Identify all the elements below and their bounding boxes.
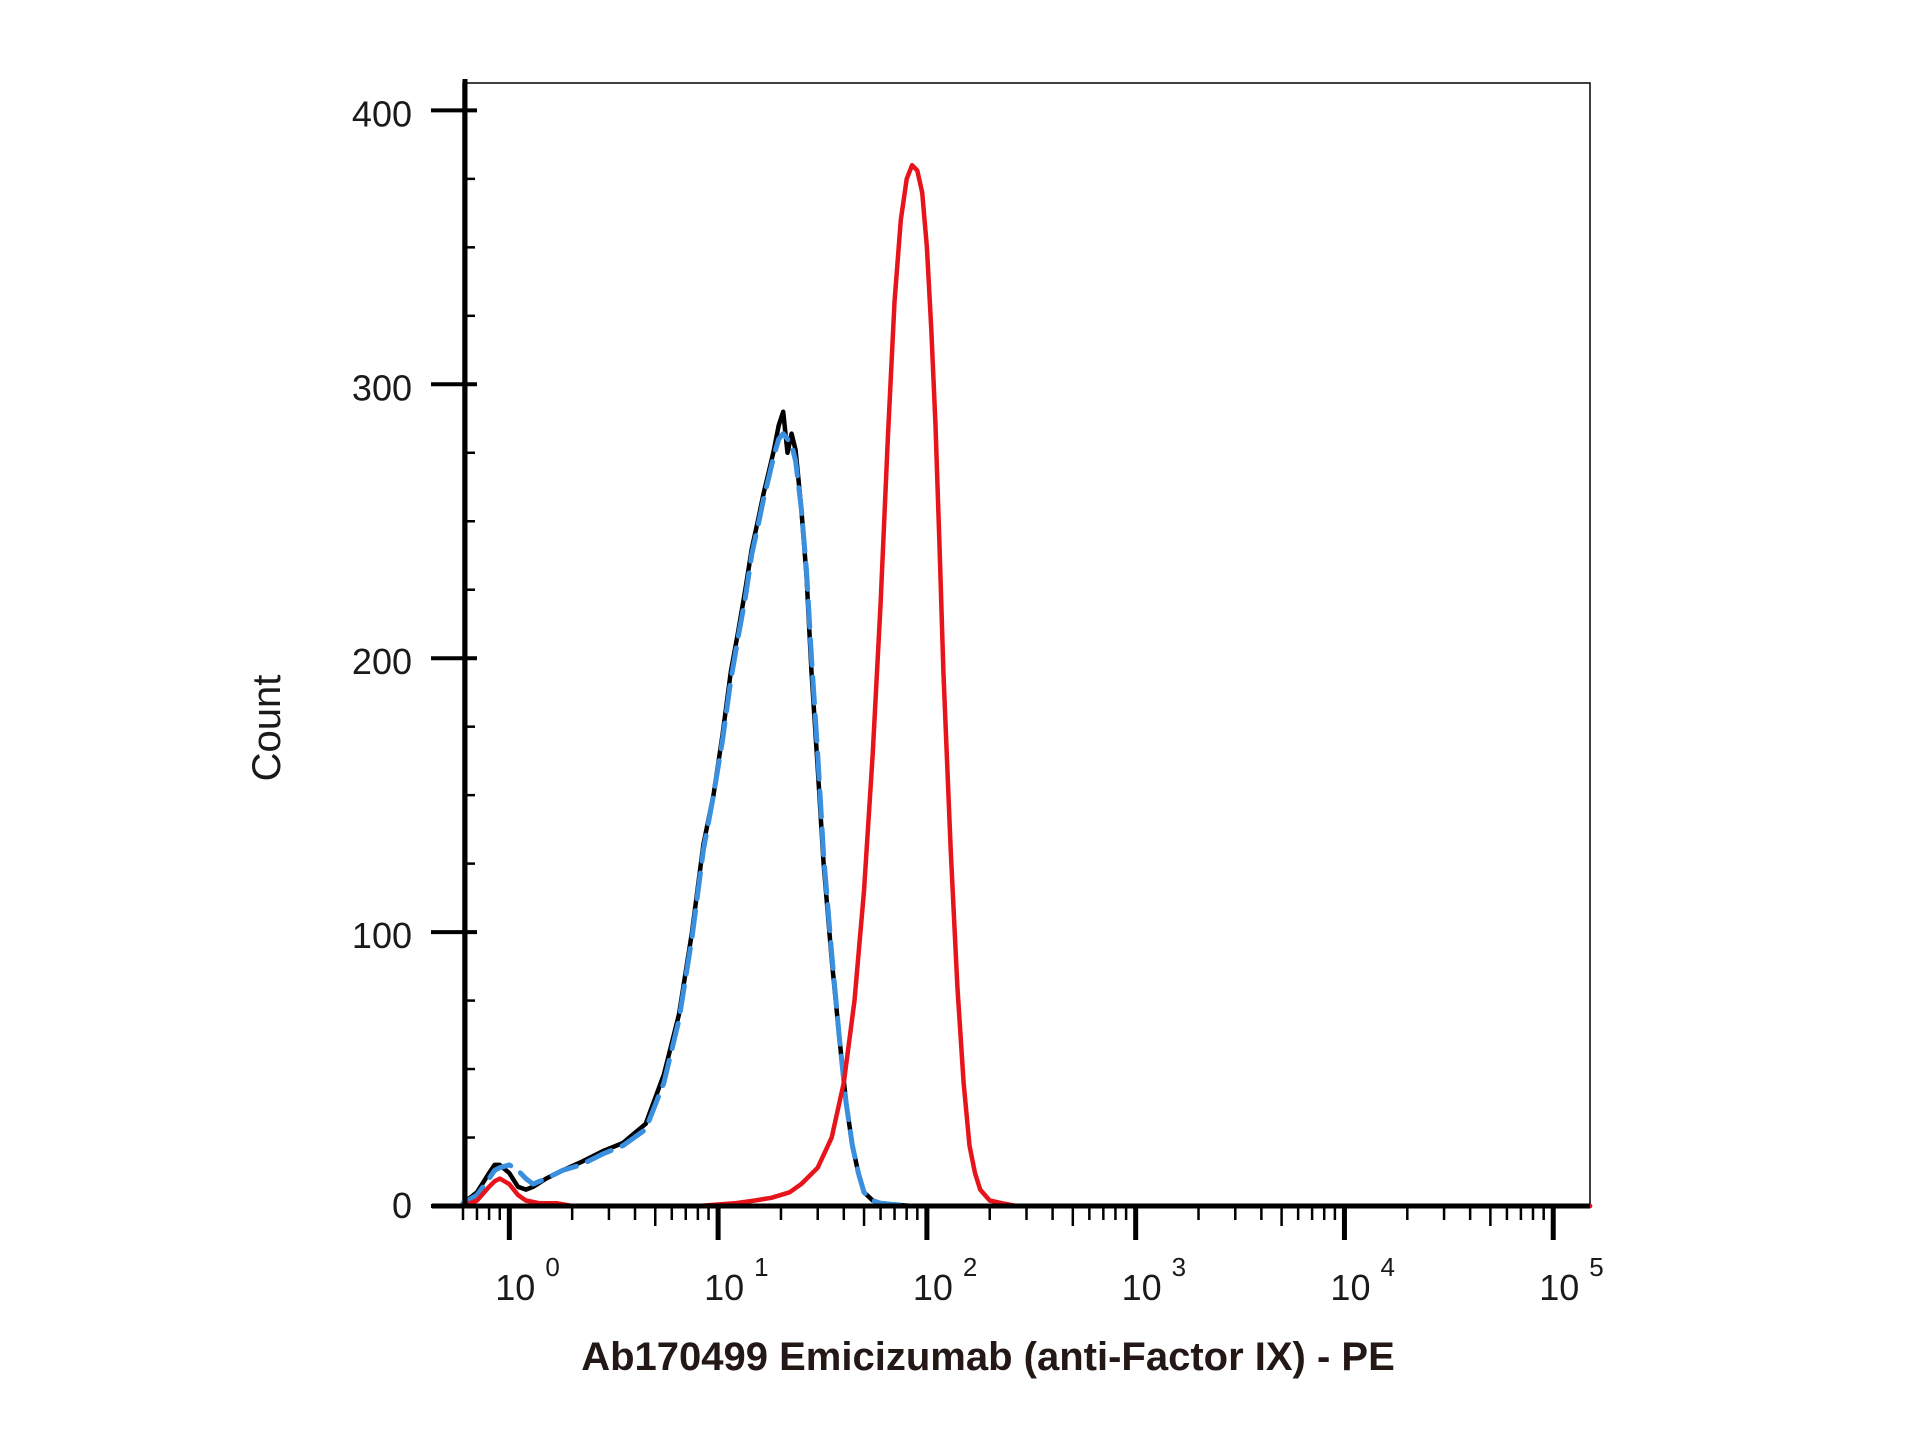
x-tick-base: 10 [913,1267,953,1308]
x-tick-base: 10 [704,1267,744,1308]
y-axis-label: Count [245,675,289,782]
y-ticks: 0 100 200 300 400 [352,93,477,1226]
x-tick-base: 10 [495,1267,535,1308]
x-tick-exponent: 3 [1172,1252,1186,1282]
x-tick-base: 10 [1539,1267,1579,1308]
x-tick-label: 10 4 [1330,1252,1394,1308]
series-line-2 [460,162,1593,1209]
y-tick-label: 300 [352,367,412,408]
x-axis-label: Ab170499 Emicizumab (anti-Factor IX) - P… [581,1335,1395,1379]
y-tick-label: 400 [352,93,412,134]
y-tick-label: 200 [352,641,412,682]
x-tick-base: 10 [1122,1267,1162,1308]
x-tick-label: 10 5 [1539,1252,1603,1308]
x-tick-label: 10 0 [495,1252,559,1308]
x-tick-exponent: 5 [1589,1252,1603,1282]
x-tick-label: 10 1 [704,1252,768,1308]
x-tick-exponent: 2 [963,1252,977,1282]
x-tick-label: 10 3 [1122,1252,1186,1308]
x-tick-exponent: 4 [1380,1252,1394,1282]
x-tick-exponent: 0 [545,1252,559,1282]
y-tick-label: 0 [392,1185,412,1226]
x-tick-base: 10 [1330,1267,1370,1308]
y-tick-label: 100 [352,915,412,956]
x-ticks: 10 0 10 1 10 2 10 3 10 4 10 5 [461,1206,1604,1308]
x-tick-label: 10 2 [913,1252,977,1308]
x-tick-exponent: 1 [754,1252,768,1282]
